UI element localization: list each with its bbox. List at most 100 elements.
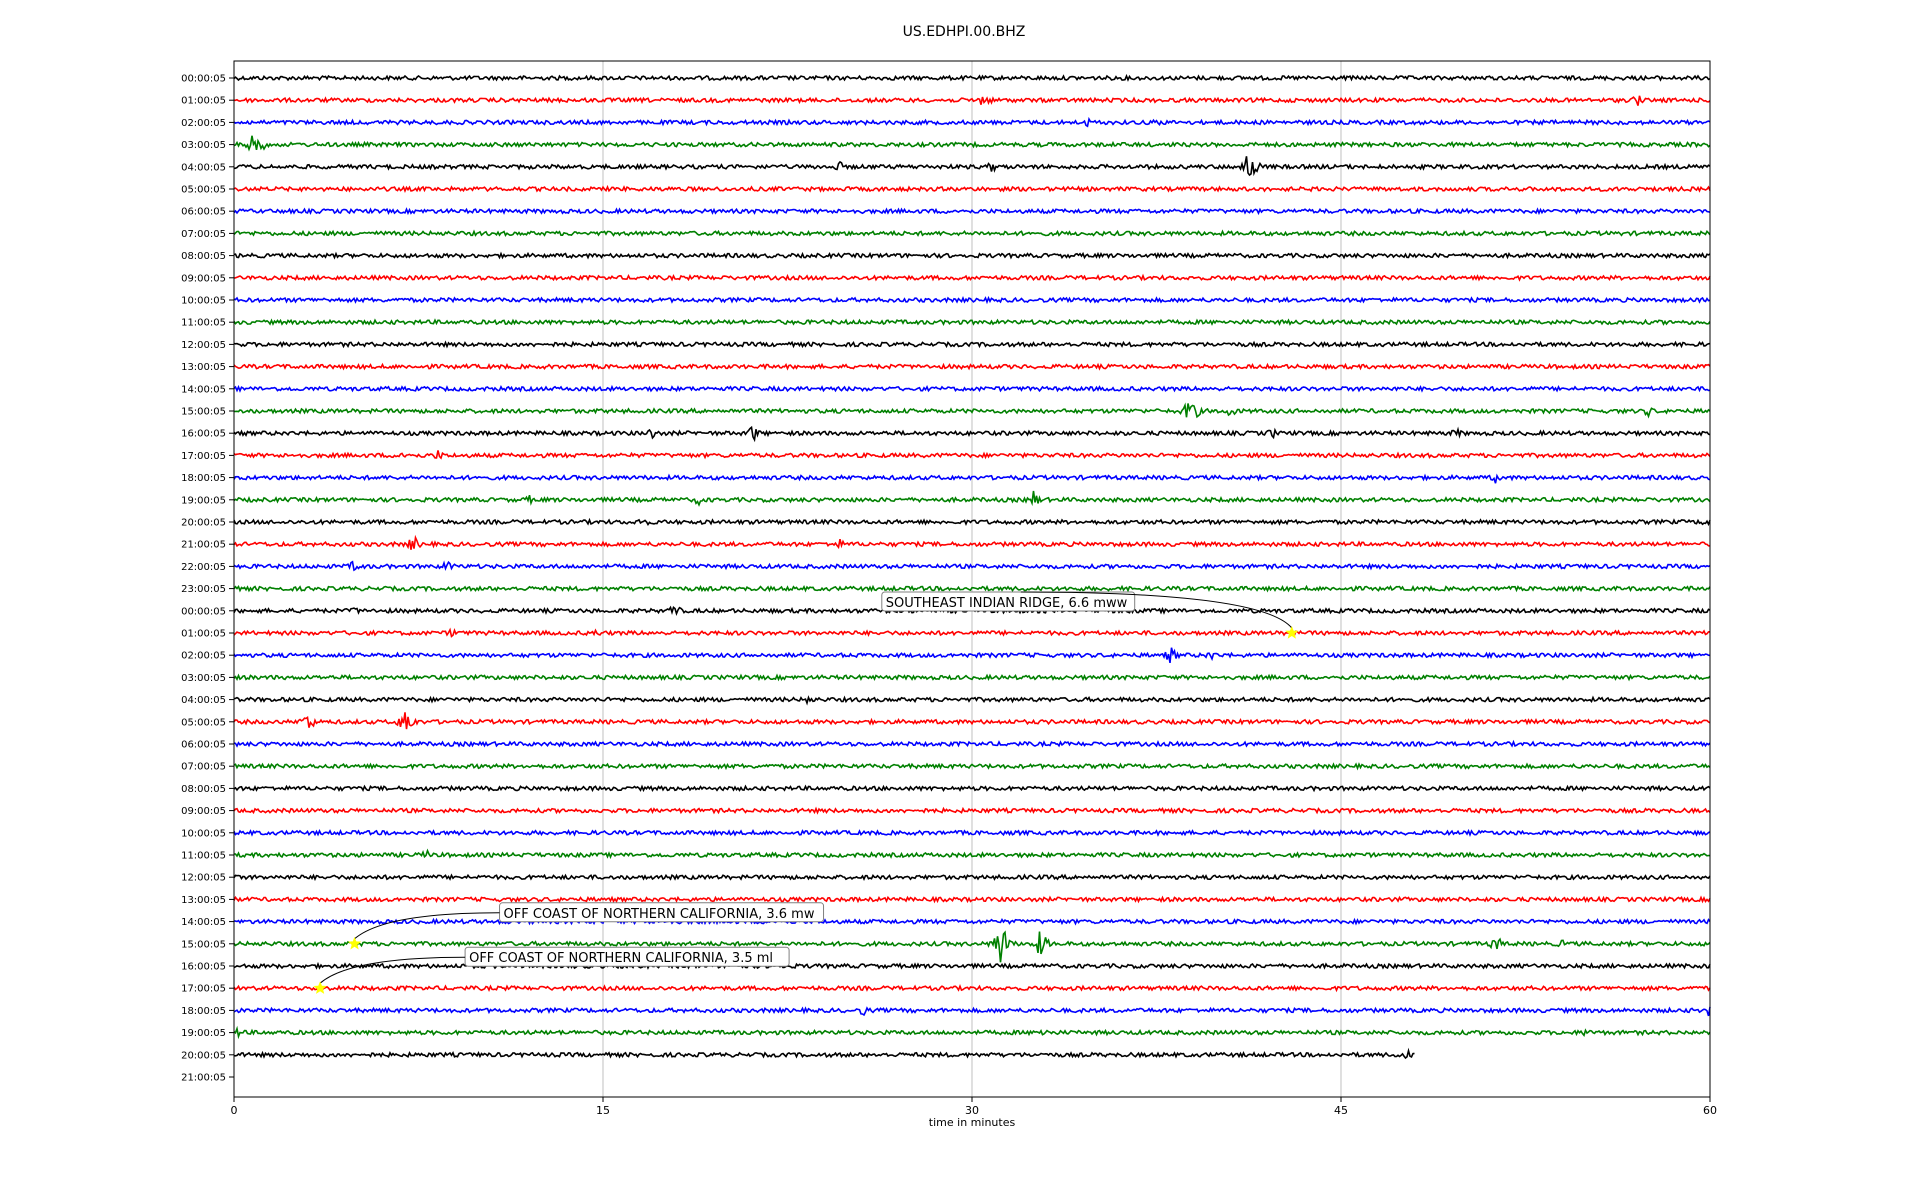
x-tick-label: 45 <box>1334 1104 1348 1117</box>
trace-line <box>233 73 1711 82</box>
x-tick-label: 15 <box>596 1104 610 1117</box>
trace-line <box>233 450 1711 460</box>
trace-line <box>233 917 1711 926</box>
trace-line <box>234 848 1711 860</box>
trace-line <box>233 184 1711 194</box>
trace-line <box>233 762 1711 771</box>
trace-line <box>234 95 1711 106</box>
y-tick-label: 12:00:05 <box>181 340 226 351</box>
trace-line <box>233 1006 1711 1017</box>
trace-line <box>233 340 1711 349</box>
y-tick-label: 02:00:05 <box>181 651 226 662</box>
y-tick-label: 02:00:05 <box>181 118 226 129</box>
y-tick-label: 05:00:05 <box>181 185 226 196</box>
trace-line <box>233 116 1711 128</box>
trace-line <box>233 207 1711 216</box>
trace-line <box>233 473 1711 484</box>
chart-title: US.EDHPI.00.BHZ <box>903 24 1026 40</box>
y-tick-label: 20:00:05 <box>181 518 226 529</box>
trace-line <box>233 251 1711 260</box>
trace-line <box>233 983 1711 993</box>
trace-line <box>233 627 1711 638</box>
x-tick-label: 30 <box>965 1104 979 1117</box>
y-tick-label: 18:00:05 <box>181 473 226 484</box>
y-tick-label: 09:00:05 <box>181 273 226 284</box>
y-tick-label: 03:00:05 <box>181 673 226 684</box>
trace-line <box>233 695 1711 706</box>
event-star-marker <box>313 981 327 994</box>
trace-line <box>233 673 1711 682</box>
trace-line <box>233 362 1711 371</box>
y-tick-label: 20:00:05 <box>181 1050 226 1061</box>
y-axis-ticks: 00:00:05 01:00:05 02:00:05 03:00:05 04:00:05… <box>181 74 234 1084</box>
y-tick-label: 22:00:05 <box>181 562 226 573</box>
y-tick-label: 11:00:05 <box>181 318 226 329</box>
trace-line <box>233 828 1711 838</box>
y-tick-label: 15:00:05 <box>181 407 226 418</box>
event-annotation: OFF COAST OF NORTHERN CALIFORNIA, 3.6 mw <box>347 902 825 950</box>
trace-line <box>233 156 1711 177</box>
event-label: OFF COAST OF NORTHERN CALIFORNIA, 3.6 mw <box>504 907 815 922</box>
event-connector <box>319 956 466 984</box>
y-tick-label: 13:00:05 <box>181 895 226 906</box>
trace-line <box>233 784 1711 793</box>
y-tick-label: 18:00:05 <box>181 1006 226 1017</box>
event-annotation: SOUTHEAST INDIAN RIDGE, 6.6 mww <box>881 591 1299 639</box>
trace-line <box>233 135 1711 152</box>
y-tick-label: 12:00:05 <box>181 873 226 884</box>
event-annotations: SOUTHEAST INDIAN RIDGE, 6.6 mww OFF COAST… <box>313 591 1299 994</box>
x-axis-ticks: 0 15 30 45 60 <box>231 1097 1717 1117</box>
y-tick-label: 14:00:05 <box>181 384 226 395</box>
trace-line <box>233 490 1711 507</box>
y-tick-label: 00:00:05 <box>181 606 226 617</box>
trace-line <box>233 534 1711 550</box>
trace-line <box>233 384 1711 393</box>
y-tick-label: 00:00:05 <box>181 74 226 85</box>
y-tick-label: 15:00:05 <box>181 939 226 950</box>
x-axis-label: time in minutes <box>929 1116 1016 1129</box>
y-tick-label: 19:00:05 <box>181 495 226 506</box>
trace-line <box>233 930 1711 963</box>
seismic-traces <box>233 73 1711 1060</box>
trace-line <box>233 647 1711 664</box>
y-tick-label: 13:00:05 <box>181 362 226 373</box>
trace-line <box>233 1047 1415 1060</box>
trace-line <box>233 806 1711 815</box>
trace-line <box>233 517 1711 527</box>
vertical-grid <box>602 61 1342 1097</box>
trace-line <box>233 739 1711 748</box>
trace-line <box>233 318 1711 327</box>
trace-line <box>233 425 1711 443</box>
trace-line <box>233 584 1711 593</box>
trace-line <box>233 873 1711 882</box>
event-connector <box>1020 591 1293 629</box>
y-tick-label: 04:00:05 <box>181 162 226 173</box>
x-tick-label: 0 <box>231 1104 238 1117</box>
y-tick-label: 21:00:05 <box>181 1073 226 1084</box>
y-tick-label: 16:00:05 <box>181 429 226 440</box>
y-tick-label: 04:00:05 <box>181 695 226 706</box>
y-tick-label: 05:00:05 <box>181 717 226 728</box>
y-tick-label: 17:00:05 <box>181 984 226 995</box>
event-star-marker <box>1285 626 1299 639</box>
y-tick-label: 08:00:05 <box>181 784 226 795</box>
y-tick-label: 01:00:05 <box>181 96 226 107</box>
y-tick-label: 10:00:05 <box>181 296 226 307</box>
trace-line <box>233 402 1711 419</box>
trace-line <box>233 712 1711 730</box>
y-tick-label: 10:00:05 <box>181 828 226 839</box>
trace-line <box>233 895 1711 904</box>
y-tick-label: 03:00:05 <box>181 140 226 151</box>
trace-line <box>233 1025 1711 1040</box>
event-label-box <box>881 591 1136 612</box>
y-tick-label: 06:00:05 <box>181 207 226 218</box>
trace-line <box>233 560 1711 572</box>
y-tick-label: 07:00:05 <box>181 229 226 240</box>
x-tick-label: 60 <box>1703 1104 1717 1117</box>
trace-line <box>233 229 1711 238</box>
y-tick-label: 01:00:05 <box>181 629 226 640</box>
y-tick-label: 08:00:05 <box>181 251 226 262</box>
trace-line <box>233 295 1711 305</box>
event-connector <box>354 912 500 940</box>
